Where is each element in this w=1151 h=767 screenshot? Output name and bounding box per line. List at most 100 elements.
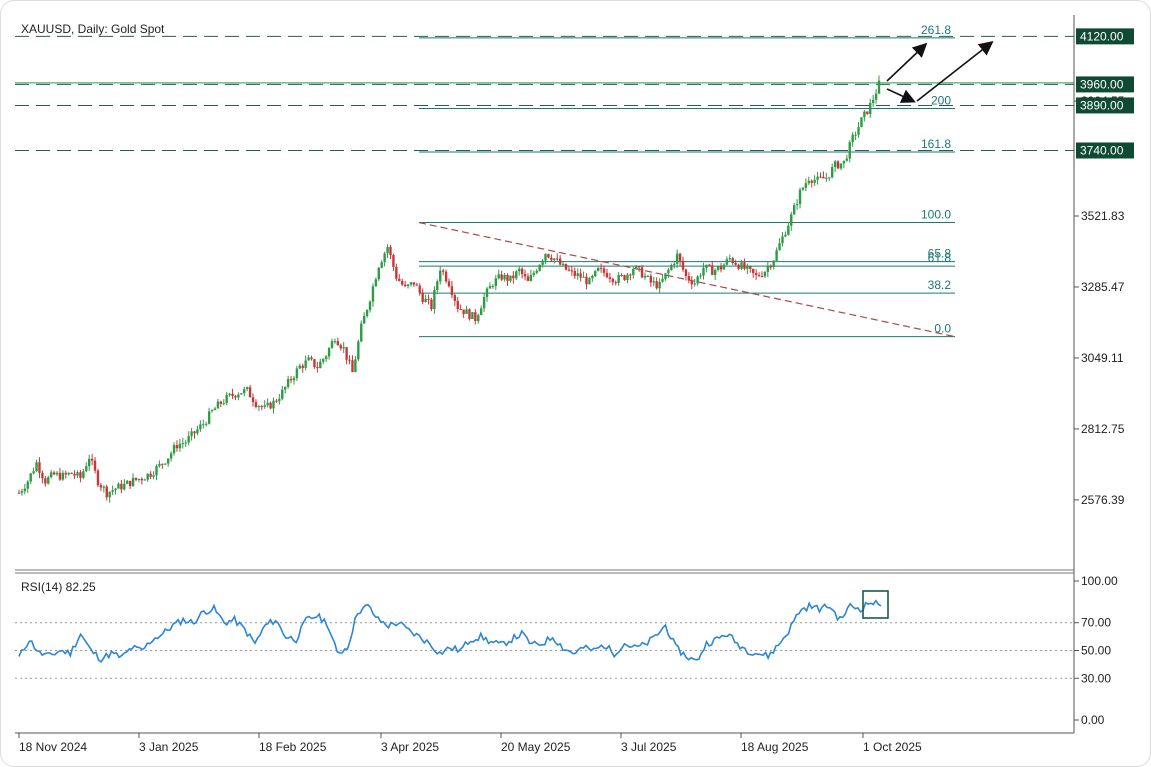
candle-body-103 <box>319 361 322 369</box>
candle-body-245 <box>734 262 737 265</box>
candle-body-33 <box>114 488 117 491</box>
candle-body-237 <box>711 265 714 275</box>
candle-body-90 <box>281 389 284 399</box>
candle-body-271 <box>810 180 813 183</box>
candle-body-238 <box>713 269 717 275</box>
candle-body-136 <box>415 284 419 286</box>
candle-body-122 <box>374 279 378 287</box>
candle-body-281 <box>839 163 843 169</box>
candle-body-252 <box>754 273 758 275</box>
candle-body-55 <box>178 443 182 449</box>
candle-body-7 <box>38 462 41 473</box>
candle-body-232 <box>696 276 699 284</box>
candle-body-118 <box>362 316 366 324</box>
candle-body-12 <box>52 472 56 475</box>
candle-body-152 <box>462 309 465 314</box>
candle-body-257 <box>769 266 772 268</box>
candle-body-231 <box>693 283 696 285</box>
fib-label-6: 200 <box>931 93 951 107</box>
candle-body-180 <box>544 254 547 261</box>
candle-body-219 <box>658 281 661 289</box>
candle-body-97 <box>301 365 304 368</box>
candle-body-113 <box>348 359 351 361</box>
candle-body-188 <box>567 269 571 271</box>
rsi-highlight-box <box>862 590 889 619</box>
candle-body-16 <box>64 472 68 475</box>
arrow-up-2 <box>916 41 994 102</box>
candle-body-200 <box>602 268 606 273</box>
candle-body-206 <box>620 274 623 276</box>
candle-body-187 <box>564 263 568 270</box>
fib-label-1: 38.2 <box>928 278 952 292</box>
candle-body-179 <box>541 260 544 265</box>
candle-body-131 <box>400 280 404 285</box>
rsi-tick-label-1: 70.00 <box>1081 616 1111 630</box>
candle-body-57 <box>184 442 187 444</box>
candle-body-107 <box>330 341 334 349</box>
candle-body-25 <box>90 458 94 461</box>
rsi-tick-label-4: 0.00 <box>1081 713 1105 727</box>
candle-body-98 <box>304 360 307 368</box>
candle-body-170 <box>515 271 518 279</box>
candle-body-151 <box>459 308 462 310</box>
candle-body-83 <box>260 406 263 408</box>
candle-body-286 <box>854 134 857 136</box>
candle-body-260 <box>778 243 781 251</box>
candle-body-236 <box>708 264 711 266</box>
candle-body-251 <box>752 268 755 274</box>
price-tick-label-3: 3049.11 <box>1081 351 1124 365</box>
price-tag-label-1: 3960.00 <box>1080 77 1124 91</box>
candle-body-208 <box>626 274 629 281</box>
price-tag-3 <box>1076 142 1134 159</box>
candle-body-158 <box>479 308 483 316</box>
time-tick-label-7: 1 Oct 2025 <box>863 740 922 754</box>
candle-body-53 <box>172 445 176 454</box>
candle-body-92 <box>286 379 290 387</box>
candle-body-157 <box>477 315 480 322</box>
candle-body-129 <box>395 266 398 279</box>
candle-body-99 <box>307 357 310 361</box>
fib-label-5: 161.8 <box>921 137 951 151</box>
candle-body-119 <box>365 309 369 317</box>
candle-body-276 <box>825 177 828 179</box>
candle-body-91 <box>283 386 287 390</box>
candle-body-169 <box>512 275 515 279</box>
candle-body-161 <box>488 286 492 289</box>
candle-body-182 <box>550 257 553 261</box>
candle-body-110 <box>339 345 342 349</box>
price-tick-label-2: 3285.47 <box>1081 280 1125 294</box>
candle-body-42 <box>140 478 144 481</box>
price-tag-label-3: 3740.00 <box>1080 143 1124 157</box>
candle-body-143 <box>436 281 439 290</box>
candle-body-287 <box>857 127 860 135</box>
candle-body-160 <box>485 288 489 298</box>
candle-body-71 <box>225 395 228 404</box>
candle-body-147 <box>447 281 451 287</box>
candle-body-5 <box>32 471 35 474</box>
candle-body-93 <box>289 379 293 381</box>
candle-body-210 <box>632 268 635 276</box>
candle-body-205 <box>617 274 620 284</box>
candle-body-26 <box>93 460 97 471</box>
candle-body-228 <box>684 269 688 277</box>
candle-body-100 <box>310 357 313 360</box>
candle-body-39 <box>131 477 135 487</box>
candle-body-202 <box>608 277 612 279</box>
candle-body-64 <box>205 423 208 425</box>
rsi-tick-label-2: 50.00 <box>1081 644 1111 658</box>
candle-body-20 <box>76 472 79 476</box>
time-tick-label-2: 18 Feb 2025 <box>259 740 327 754</box>
candle-body-45 <box>149 473 152 477</box>
candle-body-63 <box>202 424 205 426</box>
rsi-levels <box>15 622 1074 679</box>
candle-body-47 <box>155 466 158 476</box>
candle-body-52 <box>169 453 173 459</box>
candle-body-126 <box>386 246 389 254</box>
candle-body-76 <box>240 393 243 395</box>
candle-body-213 <box>640 267 644 278</box>
price-tag-label-0: 4120.00 <box>1080 29 1124 43</box>
candle-body-27 <box>96 470 100 486</box>
candle-body-234 <box>702 267 705 276</box>
